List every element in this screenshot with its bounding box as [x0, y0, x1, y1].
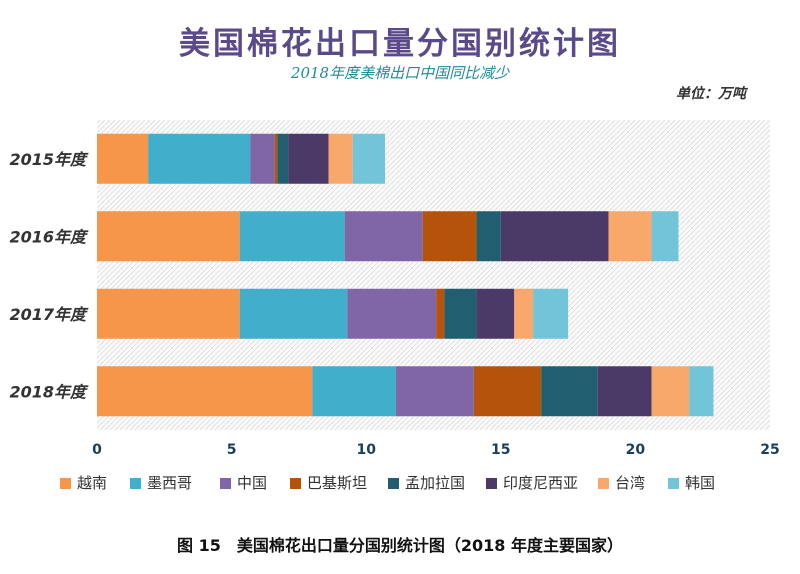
bar-segment	[274, 133, 278, 184]
bar-segment	[148, 133, 251, 184]
x-tick-label: 20	[626, 442, 646, 458]
bar-segment	[277, 133, 289, 184]
bar-segment	[239, 211, 345, 262]
bar-segment	[239, 288, 348, 339]
legend-swatch	[60, 478, 71, 489]
legend-label: 韩国	[685, 474, 715, 492]
y-category-label: 2015年度	[9, 150, 89, 169]
legend-label: 墨西哥	[147, 474, 192, 492]
bar-segment	[651, 211, 679, 262]
legend-swatch	[598, 478, 609, 489]
legend-label: 印度尼西亚	[503, 474, 578, 492]
bar-segment	[436, 288, 445, 339]
bar-segment	[533, 288, 569, 339]
bar-segment	[250, 133, 275, 184]
figure-caption: 图 15 美国棉花出口量分国别统计图（2018 年度主要国家）	[177, 536, 623, 555]
x-tick-label: 10	[356, 442, 376, 458]
bar-segment	[476, 288, 515, 339]
bar-segment	[476, 211, 501, 262]
bar-segment	[352, 133, 386, 184]
unit-label: 单位：万吨	[676, 86, 746, 102]
bar-segment	[344, 211, 423, 262]
bar-segment	[597, 366, 652, 417]
bar-segment	[651, 366, 690, 417]
legend-swatch	[130, 478, 141, 489]
bar-segment	[347, 288, 437, 339]
bar-segment	[473, 366, 542, 417]
x-tick-label: 25	[760, 442, 779, 458]
y-category-label: 2016年度	[9, 227, 89, 246]
legend-swatch	[290, 478, 301, 489]
bar-segment	[312, 366, 396, 417]
x-tick-label: 15	[491, 442, 510, 458]
y-category-label: 2018年度	[9, 382, 89, 401]
legend-label: 巴基斯坦	[307, 474, 367, 492]
bar-segment	[97, 366, 313, 417]
bar-segment	[422, 211, 477, 262]
chart-title: 美国棉花出口量分国别统计图	[179, 26, 621, 62]
x-tick-label: 0	[92, 442, 102, 458]
bar-segment	[328, 133, 353, 184]
legend-swatch	[220, 478, 231, 489]
bar-segment	[541, 366, 598, 417]
bar-segment	[689, 366, 714, 417]
legend-swatch	[668, 478, 679, 489]
legend-label: 越南	[77, 474, 107, 492]
bar-segment	[395, 366, 474, 417]
bar-segment	[608, 211, 652, 262]
bar-segment	[500, 211, 609, 262]
bar-segment	[97, 288, 240, 339]
legend-label: 台湾	[615, 474, 645, 492]
legend-label: 中国	[237, 474, 267, 492]
bar-segment	[288, 133, 329, 184]
legend-swatch	[486, 478, 497, 489]
chart-subtitle: 2018年度美棉出口中国同比减少	[290, 64, 510, 82]
y-category-label: 2017年度	[9, 305, 89, 324]
bar-segment	[514, 288, 534, 339]
bar-segment	[444, 288, 477, 339]
bar-segment	[97, 211, 240, 262]
bar-segment	[97, 133, 149, 184]
legend-label: 孟加拉国	[405, 474, 465, 492]
legend-swatch	[388, 478, 399, 489]
x-tick-label: 5	[227, 442, 237, 458]
